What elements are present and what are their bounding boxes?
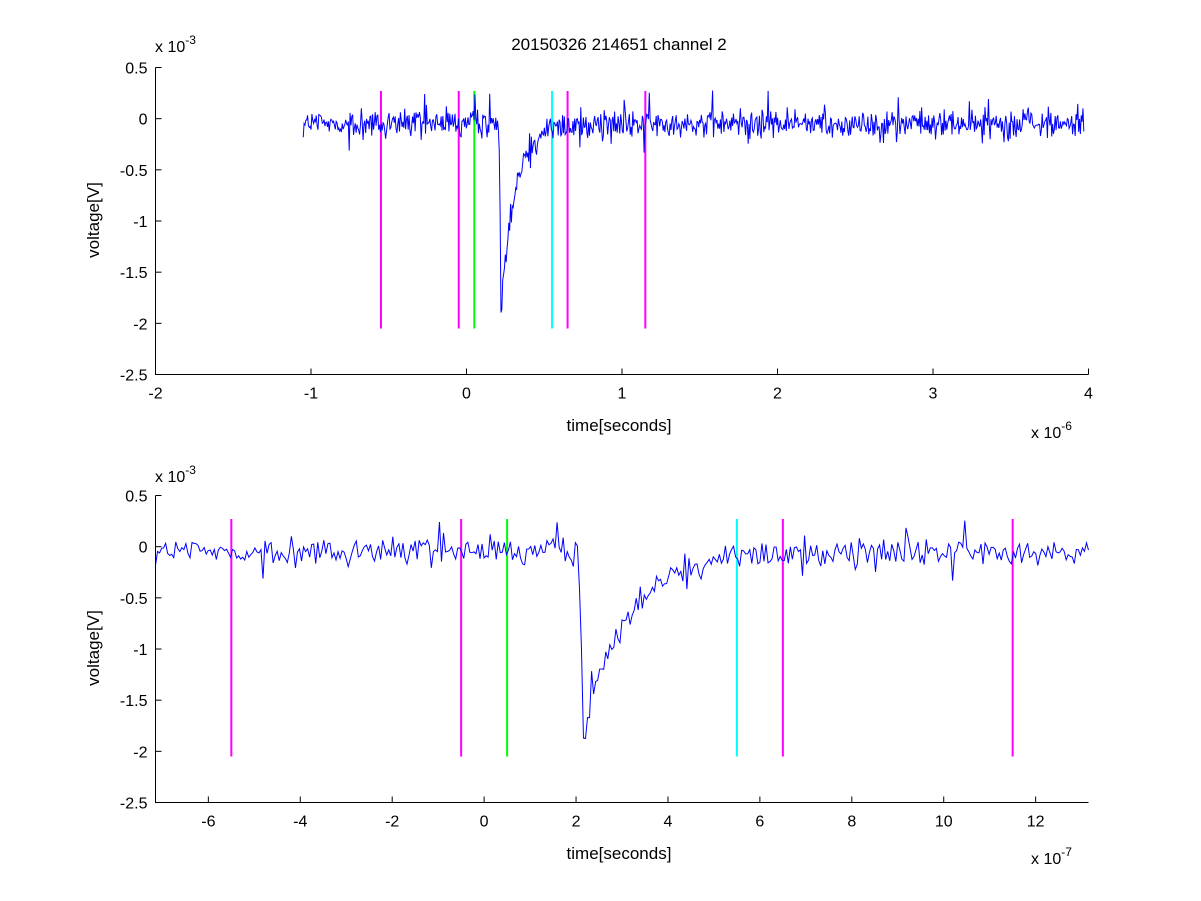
top-x-tick-label: 2 [773,386,782,403]
svg-text:x 10-7: x 10-7 [1031,845,1072,868]
top-voltage-trace [302,90,1085,313]
bottom-y-tick-label: -1 [133,642,147,659]
bottom-y-tick-label: -2 [133,744,147,761]
svg-text:x 10-3: x 10-3 [155,463,196,486]
bottom-y-multiplier-text: x 10 [155,469,185,486]
bottom-voltage-trace [155,520,1089,740]
bottom-x-tick-label: 4 [664,814,673,831]
svg-text:x 10-3: x 10-3 [155,33,196,56]
top-x-tick-label: 4 [1084,386,1093,403]
top-y-tick-label: -1 [133,214,147,231]
bottom-x-tick-label: 2 [572,814,581,831]
top-y-tick-label: -2 [133,316,147,333]
bottom-x-tick-label: 8 [847,814,856,831]
bottom-x-tick-label: 6 [755,814,764,831]
bottom-x-ticks: -6 -4 -2 0 2 4 6 8 10 12 [201,796,1045,831]
top-x-multiplier-text: x 10 [1031,425,1061,442]
top-y-multiplier: x 10-3 [155,33,196,56]
bottom-x-tick-label: 0 [480,814,489,831]
top-x-tick-label: -1 [304,386,318,403]
bottom-y-axis-label: voltage[V] [84,610,103,686]
top-x-tick-label: 1 [618,386,627,403]
bottom-axes-frame [155,495,1089,803]
top-x-exponent: -6 [1061,419,1072,433]
top-axes-frame [155,67,1089,375]
top-y-ticks: 0.5 0 -0.5 -1 -1.5 -2 -2.5 [120,61,162,385]
bottom-y-tick-label: -0.5 [120,591,148,608]
top-x-multiplier: x 10-6 [1031,419,1072,442]
bottom-x-axis-label: time[seconds] [567,844,672,863]
top-y-multiplier-text: x 10 [155,39,185,56]
top-x-ticks: -2 -1 0 1 2 3 4 [148,368,1093,403]
top-x-tick-label: 0 [462,386,471,403]
top-subplot: 20150326 214651 channel 2 x 10-3 x 10-6 … [84,33,1093,442]
bottom-x-exponent: -7 [1061,845,1072,859]
bottom-x-tick-label: -2 [385,814,399,831]
bottom-x-tick-label: -4 [293,814,307,831]
bottom-y-exponent: -3 [185,463,196,477]
top-y-tick-label: -0.5 [120,163,148,180]
bottom-subplot: x 10-3 x 10-7 time[seconds] voltage[V] 0… [84,463,1089,868]
bottom-x-tick-label: 12 [1027,814,1045,831]
top-x-axis-label: time[seconds] [567,416,672,435]
top-y-axis-label: voltage[V] [84,182,103,258]
bottom-x-tick-label: -6 [201,814,215,831]
top-y-tick-label: -1.5 [120,265,148,282]
bottom-x-tick-label: 10 [935,814,953,831]
bottom-y-tick-label: 0.5 [125,489,147,506]
top-y-exponent: -3 [185,33,196,47]
top-y-tick-label: 0 [139,112,148,129]
bottom-y-multiplier: x 10-3 [155,463,196,486]
top-x-tick-label: 3 [929,386,938,403]
bottom-y-tick-label: -1.5 [120,693,148,710]
bottom-x-multiplier-text: x 10 [1031,851,1061,868]
bottom-y-tick-label: 0 [139,540,148,557]
top-x-tick-label: -2 [148,386,162,403]
top-y-tick-label: -2.5 [120,368,148,385]
svg-text:x 10-6: x 10-6 [1031,419,1072,442]
top-chart-title: 20150326 214651 channel 2 [511,35,727,54]
bottom-y-ticks: 0.5 0 -0.5 -1 -1.5 -2 -2.5 [120,489,162,813]
bottom-y-tick-label: -2.5 [120,796,148,813]
bottom-x-multiplier: x 10-7 [1031,845,1072,868]
top-y-tick-label: 0.5 [125,61,147,78]
